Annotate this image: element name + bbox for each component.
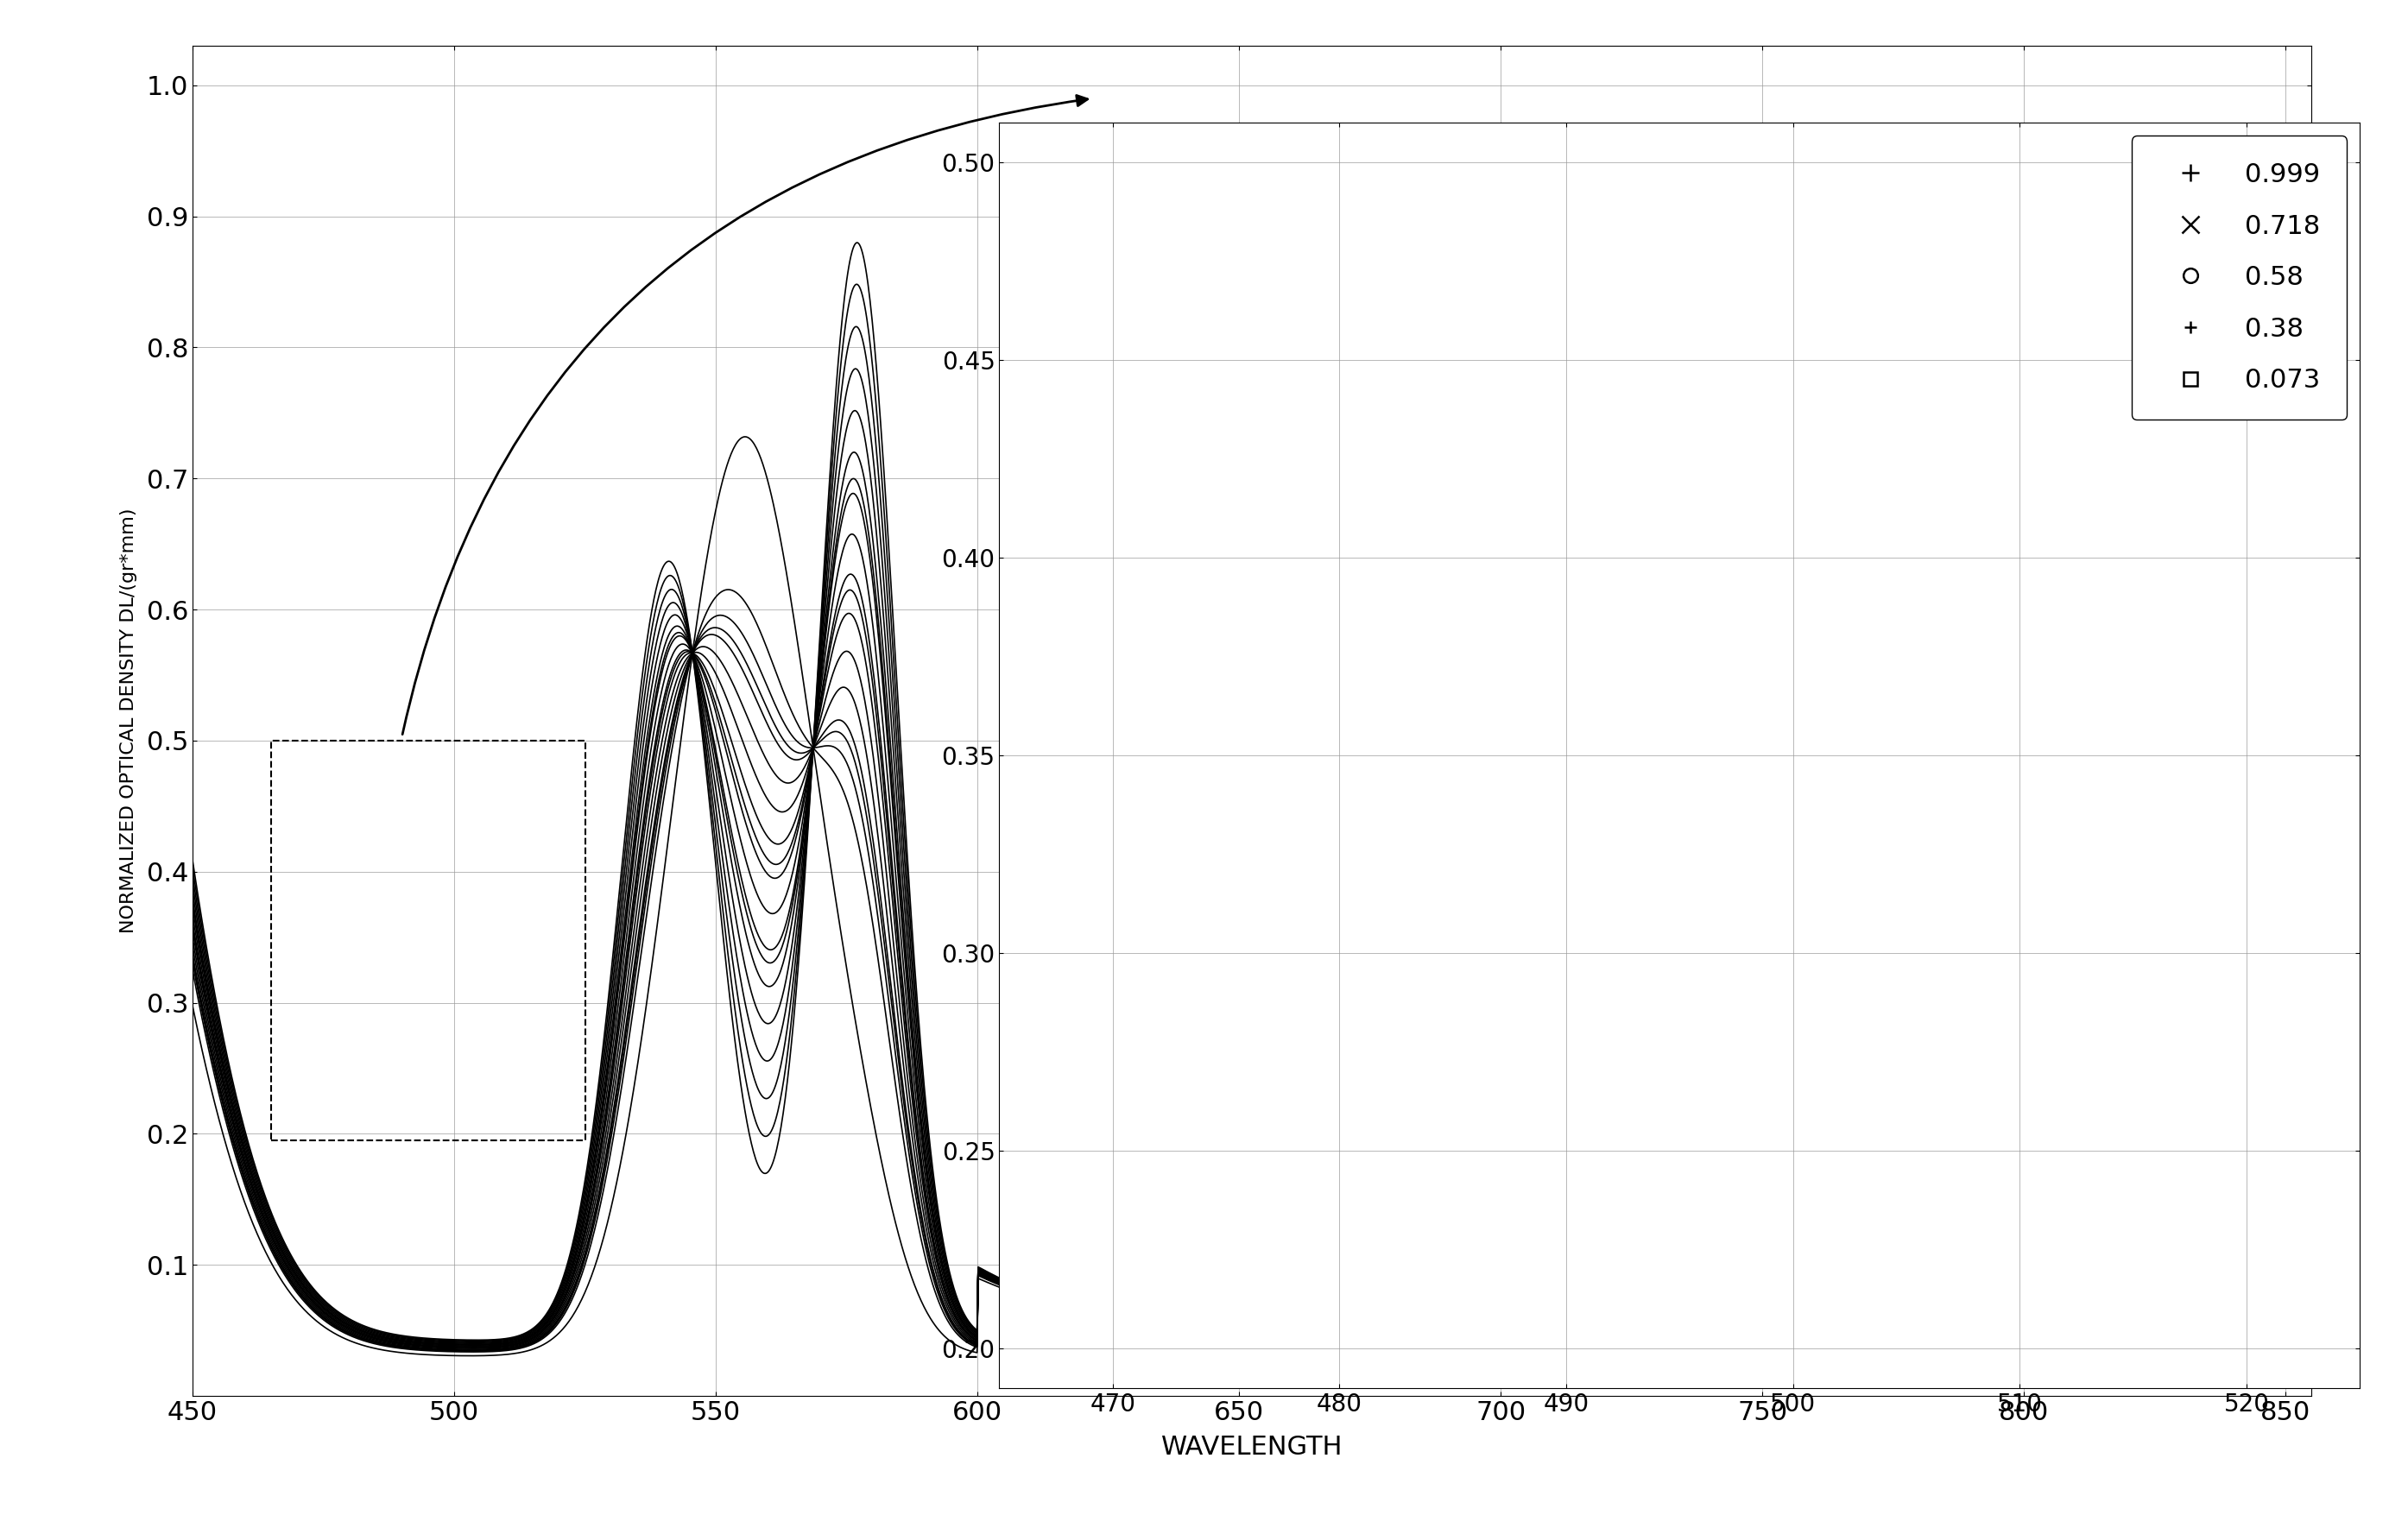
Legend: 0.999, 0.718, 0.58, 0.38, 0.073: 0.999, 0.718, 0.58, 0.38, 0.073 bbox=[2131, 137, 2348, 419]
FancyArrowPatch shape bbox=[402, 95, 1088, 735]
Y-axis label: NORMALIZED OPTICAL DENSITY DL/(gr*mm): NORMALIZED OPTICAL DENSITY DL/(gr*mm) bbox=[120, 508, 137, 934]
X-axis label: WAVELENGTH: WAVELENGTH bbox=[1161, 1434, 1344, 1460]
Bar bbox=[272, 741, 585, 1140]
